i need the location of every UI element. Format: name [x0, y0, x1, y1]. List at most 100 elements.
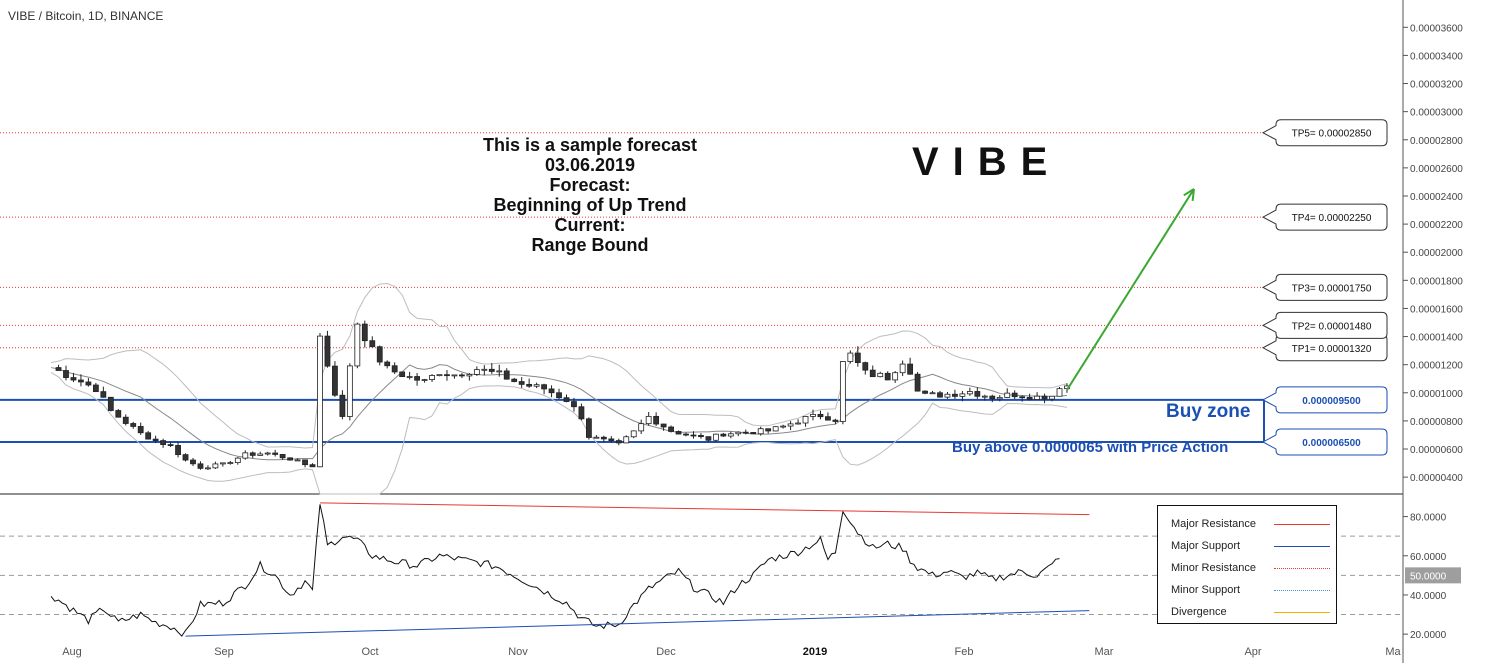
forecast-line: Forecast: [549, 175, 631, 195]
legend-label: Major Support [1171, 540, 1241, 552]
time-tick-label: Feb [955, 646, 974, 658]
candle-body [1056, 388, 1063, 397]
candle-body [436, 374, 443, 377]
candle-body [668, 426, 674, 432]
price-tick-label: 0.00003200 [1410, 80, 1463, 91]
candle-body [854, 352, 861, 364]
time-tick-label: 2019 [803, 646, 827, 658]
candle-body [1034, 395, 1040, 400]
candle-body [787, 423, 794, 427]
price-tick-label: 0.00000400 [1410, 473, 1463, 484]
price-tick-label: 0.00002000 [1410, 248, 1463, 259]
candle-body [727, 433, 734, 437]
candle-body [227, 462, 234, 464]
candle-body [137, 426, 144, 434]
callout-label: TP2= 0.00001480 [1292, 321, 1372, 332]
callout-label: TP1= 0.00001320 [1292, 344, 1372, 355]
price-tick-label: 0.00002200 [1410, 220, 1463, 231]
candle-body [473, 369, 480, 375]
time-tick-label: Aug [62, 646, 82, 658]
candle-body [937, 392, 943, 398]
candle-body [1041, 395, 1048, 400]
candle-body [892, 372, 899, 381]
forecast-line: Beginning of Up Trend [493, 195, 687, 215]
rsi-axis: 20.0000 40.0000 60.0000 80.0000 50.0000 [1403, 513, 1461, 641]
candle-body [802, 416, 809, 424]
candle-body [1011, 392, 1018, 398]
candle-body [391, 365, 398, 373]
candle-body [571, 401, 577, 408]
rsi-last-value-box [1405, 567, 1461, 584]
candle-body [488, 368, 495, 372]
price-tick-label: 0.00002400 [1410, 192, 1463, 203]
forecast-line: This is a sample forecast [482, 135, 698, 155]
candle-body [309, 464, 316, 468]
candle-body [608, 438, 615, 441]
forecast-line: Current: [554, 215, 626, 235]
chart-overlays: TP1= 0.00001320 TP2= 0.00001480 TP3= 0.000… [1066, 119, 1388, 456]
buy-zone-label: Buy zone [1166, 401, 1251, 422]
callout-bubble [1261, 203, 1388, 231]
candle-body [563, 397, 570, 402]
candle-body [981, 395, 988, 398]
candle-body [414, 376, 420, 381]
candle-body [660, 423, 667, 428]
upper-band [50, 282, 1068, 449]
candle-body [466, 374, 473, 377]
candle-body [929, 392, 936, 395]
candle-body [100, 391, 107, 398]
candle-body [78, 379, 84, 383]
callout-bubble [1261, 119, 1388, 147]
price-tick-label: 0.00001400 [1410, 333, 1463, 344]
price-tick-label: 0.00001800 [1410, 276, 1463, 287]
candle-body [145, 432, 152, 440]
candle-body [481, 368, 488, 371]
candle-body [862, 362, 869, 371]
candle-body [451, 374, 458, 377]
candle-body [922, 390, 928, 394]
pane-title: VIBE / Bitcoin, 1D, BINANCE [8, 9, 164, 23]
price-axis: 0.00000400 0.00000600 0.00000800 0.00001000… [1403, 23, 1463, 484]
legend-item-divergence: Divergence [1171, 606, 1331, 620]
candle-body [175, 445, 181, 456]
lower-band [50, 372, 1068, 495]
candle-body [406, 376, 413, 378]
time-tick-label: Oct [361, 646, 378, 658]
callout-label: TP3= 0.00001750 [1292, 283, 1372, 294]
legend-label: Divergence [1171, 606, 1227, 618]
candle-body [429, 375, 435, 380]
forecast-annotation: This is a sample forecast 03.06.2019 For… [455, 135, 725, 255]
candle-body [205, 467, 211, 470]
candle-body [92, 384, 99, 393]
time-tick-label: Mar [1095, 646, 1114, 658]
rsi-line [50, 504, 1060, 637]
callout-label: 0.000009500 [1302, 396, 1361, 407]
candle-body [324, 335, 331, 367]
brand-watermark: VIBE [912, 140, 1062, 184]
candle-body [974, 391, 981, 397]
candle-body [444, 374, 450, 377]
candle-body [279, 454, 286, 459]
candle-body [302, 459, 308, 466]
candle-body [615, 440, 622, 444]
time-tick-label: Sep [214, 646, 234, 658]
candle-body [795, 422, 801, 425]
candle-body [959, 393, 966, 397]
legend-swatch [1274, 612, 1330, 613]
callout-bubble [1261, 273, 1388, 301]
rsi-support-trendline [185, 610, 1090, 637]
legend: Major Resistance Major Support Minor Res… [1157, 505, 1337, 624]
legend-item-major-resistance: Major Resistance [1171, 518, 1331, 532]
candle-body [152, 438, 159, 441]
callout-bubble [1261, 334, 1388, 362]
price-tick-label: 0.00000800 [1410, 417, 1463, 428]
candle-body [287, 457, 294, 461]
candle-body [212, 463, 219, 469]
candle-body [630, 430, 637, 438]
legend-item-minor-resistance: Minor Resistance [1171, 562, 1331, 576]
rsi-tick-label: 20.0000 [1410, 630, 1447, 641]
candle-body [369, 340, 376, 348]
candle-body [1049, 395, 1055, 400]
candle-body [384, 361, 391, 367]
candle-body [944, 393, 951, 398]
